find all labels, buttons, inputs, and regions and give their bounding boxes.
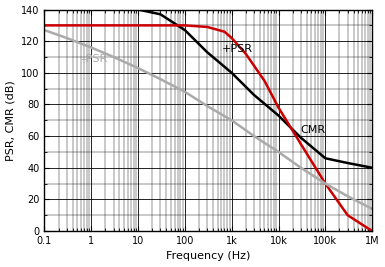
X-axis label: Frequency (Hz): Frequency (Hz)	[166, 252, 251, 261]
Y-axis label: PSR, CMR (dB): PSR, CMR (dB)	[5, 80, 15, 161]
Text: CMR: CMR	[301, 125, 326, 135]
Text: –PSR: –PSR	[81, 54, 108, 64]
Text: +PSR: +PSR	[221, 44, 252, 54]
